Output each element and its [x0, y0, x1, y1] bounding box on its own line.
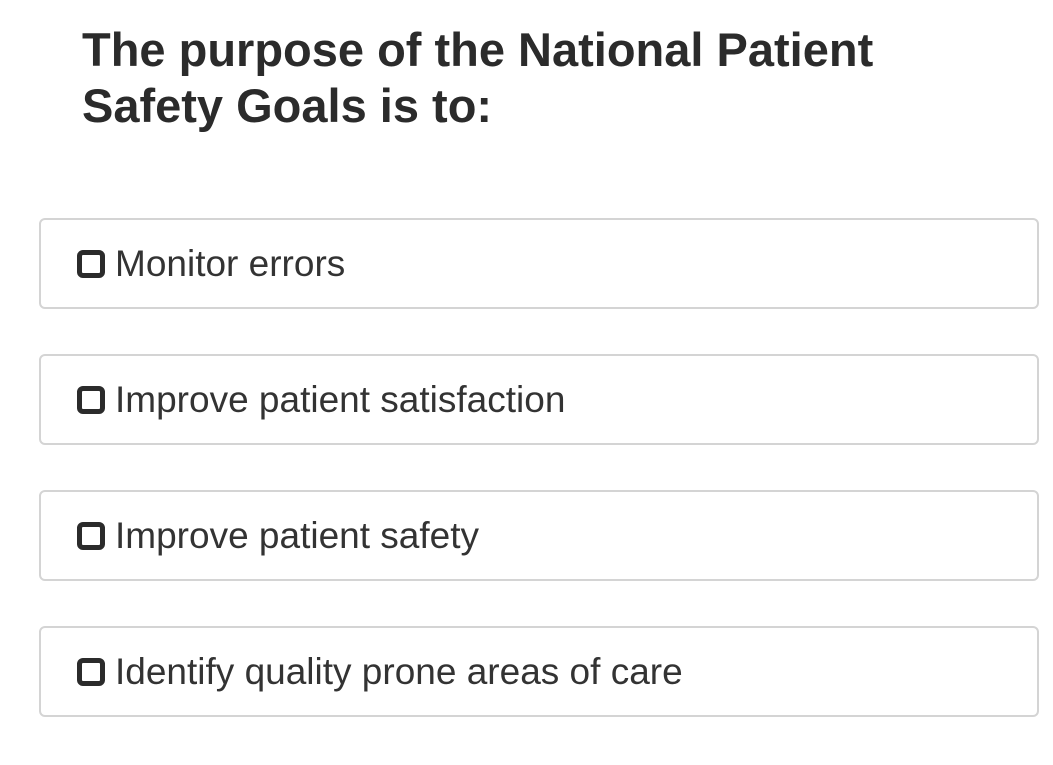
option-label: Improve patient safety	[115, 514, 480, 556]
checkbox[interactable]	[77, 385, 105, 414]
option-label: Monitor errors	[115, 242, 346, 284]
checkbox[interactable]	[77, 521, 105, 550]
checkbox[interactable]	[77, 657, 105, 686]
option-label: Identify quality prone areas of care	[115, 650, 683, 692]
option[interactable]: Monitor errors	[39, 218, 1039, 309]
option[interactable]: Identify quality prone areas of care	[39, 626, 1039, 717]
option[interactable]: Improve patient satisfaction	[39, 354, 1039, 445]
option[interactable]: Improve patient safety	[39, 490, 1039, 581]
checkbox[interactable]	[77, 249, 105, 278]
option-label: Improve patient satisfaction	[115, 378, 566, 420]
question: The purpose of the National Patient Safe…	[82, 23, 874, 132]
